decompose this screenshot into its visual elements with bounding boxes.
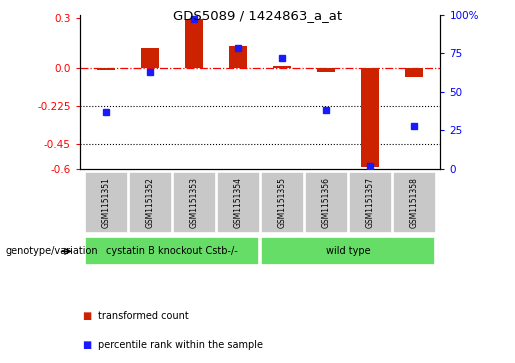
Bar: [317, 68, 335, 72]
Text: GSM1151353: GSM1151353: [190, 177, 199, 228]
Text: GSM1151356: GSM1151356: [321, 177, 331, 228]
Text: GSM1151358: GSM1151358: [409, 177, 419, 228]
Bar: [97, 68, 115, 70]
Text: cystatin B knockout Cstb-/-: cystatin B knockout Cstb-/-: [106, 246, 238, 256]
Text: GSM1151351: GSM1151351: [101, 177, 111, 228]
Bar: [217, 172, 260, 233]
Text: GSM1151352: GSM1151352: [146, 177, 154, 228]
Bar: [229, 46, 247, 68]
Text: genotype/variation: genotype/variation: [5, 246, 98, 256]
Text: percentile rank within the sample: percentile rank within the sample: [98, 340, 263, 350]
Text: ■: ■: [82, 340, 92, 350]
Bar: [173, 172, 216, 233]
Bar: [129, 172, 173, 233]
Text: transformed count: transformed count: [98, 311, 188, 321]
Text: GDS5089 / 1424863_a_at: GDS5089 / 1424863_a_at: [173, 9, 342, 22]
Bar: [305, 172, 348, 233]
Bar: [273, 66, 291, 68]
Text: wild type: wild type: [325, 246, 370, 256]
Bar: [85, 237, 259, 265]
Bar: [142, 48, 159, 68]
Bar: [405, 68, 423, 77]
Text: ■: ■: [82, 311, 92, 321]
Bar: [185, 19, 203, 68]
Bar: [393, 172, 436, 233]
Text: GSM1151355: GSM1151355: [278, 177, 286, 228]
Bar: [85, 172, 128, 233]
Text: GSM1151354: GSM1151354: [234, 177, 243, 228]
Bar: [261, 237, 435, 265]
Text: GSM1151357: GSM1151357: [366, 177, 374, 228]
Bar: [349, 172, 392, 233]
Bar: [261, 172, 304, 233]
Bar: [361, 68, 379, 167]
